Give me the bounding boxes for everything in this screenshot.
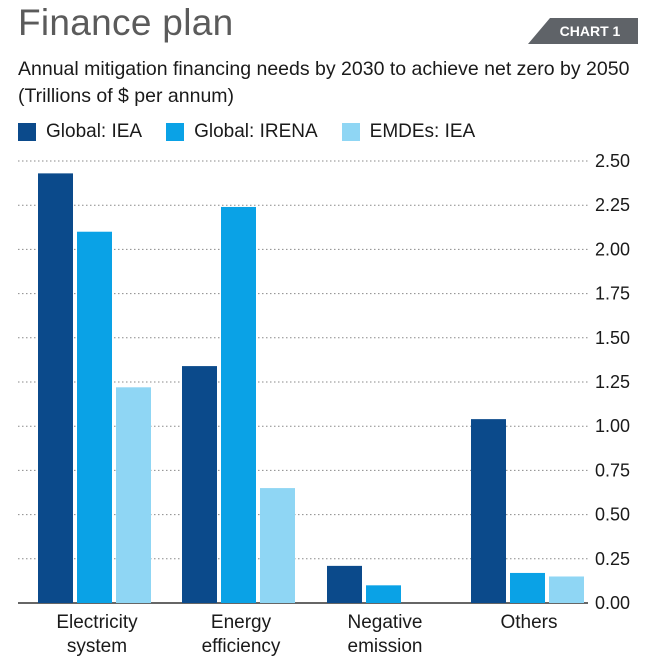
y-tick-label: 0.50 [595, 505, 630, 525]
bar-global-iea-0 [38, 173, 73, 603]
y-tick-label: 1.00 [595, 416, 630, 436]
chart-number-badge: CHART 1 [528, 18, 638, 44]
legend-label-global-iea: Global: IEA [46, 121, 143, 142]
bar-global-irena-0 [77, 231, 112, 603]
category-label: efficiency [202, 636, 281, 657]
y-tick-label: 2.50 [595, 151, 630, 171]
y-tick-label: 2.25 [595, 195, 630, 215]
bar-emdes-iea-3 [549, 576, 584, 603]
category-label: Electricity [56, 612, 138, 633]
legend: Global: IEA Global: IRENA EMDEs: IEA [18, 119, 499, 145]
legend-swatch-global-iea [18, 123, 36, 141]
subtitle-line-1: Annual mitigation financing needs by 203… [18, 58, 630, 80]
badge-background [528, 18, 638, 44]
category-label: Others [500, 612, 557, 633]
bar-global-irena-3 [510, 572, 545, 603]
y-tick-label: 2.00 [595, 239, 630, 259]
category-label: Negative [348, 612, 423, 633]
legend-item-global-irena: Global: IRENA [166, 121, 318, 143]
subtitle-line-2: (Trillions of $ per annum) [18, 85, 235, 107]
chart-title: Finance plan [18, 2, 234, 43]
badge-label: CHART 1 [560, 23, 621, 39]
y-tick-label: 1.50 [595, 328, 630, 348]
legend-swatch-emdes-iea [341, 123, 360, 141]
y-tick-label: 1.25 [595, 372, 630, 392]
chart-subtitle: Annual mitigation financing needs by 203… [18, 56, 658, 110]
legend-item-global-iea: Global: IEA [18, 121, 142, 143]
bar-global-iea-2 [327, 565, 362, 603]
category-label: Energy [211, 612, 272, 633]
bar-global-iea-3 [471, 419, 506, 603]
legend-item-emdes-iea: EMDEs: IEA [341, 121, 476, 143]
y-tick-label: 0.75 [595, 460, 630, 480]
legend-label-emdes-iea: EMDEs: IEA [369, 121, 476, 142]
bar-global-irena-2 [366, 585, 401, 603]
category-label: emission [348, 636, 423, 657]
legend-label-global-irena: Global: IRENA [194, 121, 318, 142]
bar-global-irena-1 [221, 206, 256, 603]
bar-emdes-iea-0 [116, 387, 151, 603]
bar-emdes-iea-1 [260, 488, 295, 603]
y-tick-label: 0.00 [595, 593, 630, 613]
y-tick-label: 1.75 [595, 284, 630, 304]
bar-global-iea-1 [182, 366, 217, 603]
legend-swatch-global-irena [166, 123, 185, 141]
y-tick-label: 0.25 [595, 549, 630, 569]
category-label: system [67, 636, 127, 657]
